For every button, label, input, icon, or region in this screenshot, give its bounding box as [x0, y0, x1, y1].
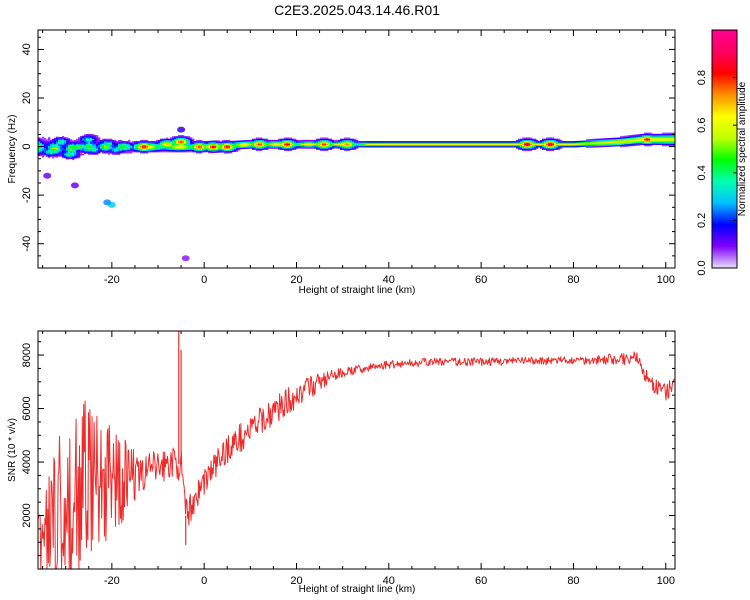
snr-y-axis-label: SNR (10 * v/v) — [7, 418, 18, 482]
snr-axes: -20 0 20 40 60 80 100 2000 4000 6000 8000 — [21, 331, 675, 587]
spectrogram-y-axis-label: Frequency (Hz) — [7, 115, 18, 184]
x-tick-label: 20 — [290, 575, 302, 587]
x-tick-label: 100 — [657, 575, 675, 587]
spectrogram-outlier — [70, 182, 79, 189]
snr-x-axis-label: Height of straight line (km) — [299, 584, 416, 595]
colorbar-tick-label: 0.8 — [696, 70, 708, 85]
spectrogram-panel: -20 0 20 40 60 80 100 -40 -20 0 20 40 Height of str… — [7, 29, 676, 296]
colorbar: 0.0 0.2 0.4 0.6 0.8 Normalized spectral ampl… — [696, 29, 748, 276]
x-tick-label: 100 — [657, 274, 675, 286]
colorbar-frame — [711, 29, 738, 269]
y-tick-label: -20 — [21, 187, 33, 203]
spectrogram-frame — [37, 29, 676, 269]
x-tick-label: 0 — [201, 274, 207, 286]
spectrogram-heatmap — [38, 126, 675, 262]
y-tick-label: 4000 — [21, 450, 33, 474]
colorbar-tick-label: 0.2 — [696, 213, 708, 228]
x-tick-label: 0 — [201, 575, 207, 587]
y-tick-label: 6000 — [21, 396, 33, 420]
x-tick-label: 20 — [290, 274, 302, 286]
y-tick-label: 0 — [21, 144, 33, 150]
y-tick-label: -40 — [21, 236, 33, 252]
snr-background — [38, 331, 675, 569]
x-tick-label: 40 — [383, 575, 395, 587]
spectrogram-outlier — [177, 126, 186, 133]
x-tick-label: 80 — [567, 575, 579, 587]
spectrogram-x-axis-label: Height of straight line (km) — [299, 285, 416, 296]
spectrogram-axes: -20 0 20 40 60 80 100 -40 -20 0 20 40 — [21, 30, 675, 286]
spectrogram-outlier — [181, 255, 190, 262]
x-tick-label: 40 — [383, 274, 395, 286]
snr-panel: -20 0 20 40 60 80 100 2000 4000 6000 8000 Height o… — [7, 330, 676, 595]
spectrogram-outlier — [43, 172, 52, 179]
colorbar-ticks: 0.0 0.2 0.4 0.6 0.8 — [696, 70, 737, 276]
colorbar-tick-label: 0.6 — [696, 118, 708, 133]
colorbar-tick-label: 0.0 — [696, 260, 708, 275]
x-tick-label: 80 — [567, 274, 579, 286]
x-tick-label: 60 — [475, 575, 487, 587]
x-tick-label: -20 — [104, 575, 120, 587]
snr-frame — [37, 330, 676, 570]
y-tick-label: 20 — [21, 92, 33, 104]
colorbar-tick-label: 0.4 — [696, 165, 708, 180]
x-tick-label: 60 — [475, 274, 487, 286]
chart-title: C2E3.2025.043.14.46.R01 — [274, 2, 440, 18]
x-tick-label: -20 — [104, 274, 120, 286]
y-tick-label: 40 — [21, 43, 33, 55]
y-tick-label: 8000 — [21, 343, 33, 367]
colorbar-scale — [712, 30, 737, 268]
colorbar-label: Normalized spectral amplitude — [737, 81, 748, 216]
spectrogram-outlier — [103, 199, 112, 206]
snr-series-line — [38, 351, 675, 569]
y-tick-label: 2000 — [21, 503, 33, 527]
